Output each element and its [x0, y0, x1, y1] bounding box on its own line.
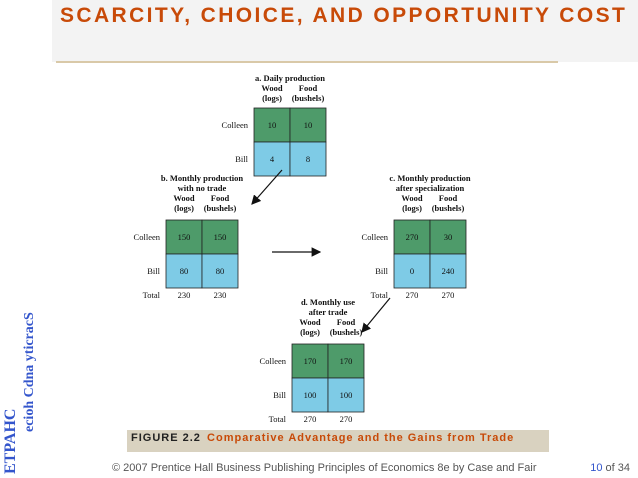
panel-c-total-wood: 270: [406, 290, 419, 300]
chapter-label: ETPAHC ecioh Cdna yticracS: [2, 254, 46, 474]
slide-title: SCARCITY, CHOICE, AND OPPORTUNITY COST: [60, 4, 628, 27]
panel-b-food-value: 150: [214, 232, 227, 242]
panel-a-col-wood: (logs): [262, 93, 282, 103]
page-total: 34: [617, 462, 630, 474]
panel-d-wood-value: 170: [304, 356, 317, 366]
page-separator: of: [602, 462, 618, 474]
panel-b-total-food: 230: [214, 290, 227, 300]
panel-b-wood-value: 150: [178, 232, 191, 242]
panel-d-wood-value: 100: [304, 390, 317, 400]
panel-c-total-food: 270: [442, 290, 455, 300]
panel-a-col-wood: Wood: [261, 83, 283, 93]
panel-c-row-label: Bill: [375, 266, 388, 276]
panel-d-col-wood: Wood: [299, 317, 321, 327]
panel-b-row-label: Colleen: [134, 232, 161, 242]
panel-a-cell-wood: [253, 107, 291, 143]
panel-d-total-wood: 270: [304, 414, 317, 424]
panel-a-food-value: 10: [304, 120, 313, 130]
panel-c-food-value: 240: [442, 266, 455, 276]
panel-d-col-food: (bushels): [330, 327, 363, 337]
panel-c-col-wood: Wood: [401, 193, 423, 203]
page-number: 10 of 34: [590, 462, 630, 474]
panel-c-food-value: 30: [444, 232, 453, 242]
panel-d-total-food: 270: [340, 414, 353, 424]
panel-d-cell-wood: [291, 343, 329, 379]
panel-a-cell-food: [289, 141, 327, 177]
panel-b-cell-wood: [165, 253, 203, 289]
panel-c-wood-value: 270: [406, 232, 419, 242]
panel-c-heading: after specialization: [396, 183, 465, 193]
panel-d-heading: after trade: [309, 307, 348, 317]
panel-b-food-value: 80: [216, 266, 225, 276]
panel-c-col-food: (bushels): [432, 203, 465, 213]
panel-a-wood-value: 10: [268, 120, 277, 130]
title-rule: [56, 61, 558, 63]
panel-a-col-food: (bushels): [292, 93, 325, 103]
chapter-code: ETPAHC: [2, 408, 19, 474]
page-current: 10: [590, 462, 603, 474]
panel-c-col-food: Food: [439, 193, 458, 203]
panel-a-wood-value: 4: [270, 154, 275, 164]
panel-c-cell-food: [429, 253, 467, 289]
panel-d-cell-food: [327, 377, 365, 413]
panel-b-total-wood: 230: [178, 290, 191, 300]
panel-d-total-label: Total: [269, 414, 287, 424]
panel-a-col-food: Food: [299, 83, 318, 93]
side-band: ETPAHC ecioh Cdna yticracS: [0, 0, 46, 478]
panel-c-row-label: Colleen: [362, 232, 389, 242]
trade-diagram: a. Daily productionWood(logs)Food(bushel…: [134, 73, 471, 424]
panel-a-heading: a. Daily production: [255, 73, 325, 83]
panel-b-col-food: (bushels): [204, 203, 237, 213]
panel-a-cell-wood: [253, 141, 291, 177]
chapter-name: ecioh Cdna yticracS: [22, 312, 37, 432]
panel-d-cell-food: [327, 343, 365, 379]
panel-d-row-label: Colleen: [260, 356, 287, 366]
panel-c-cell-wood: [393, 253, 431, 289]
panel-c-cell-food: [429, 219, 467, 255]
arrow-c-to-d: [361, 297, 391, 333]
footer-credit: © 2007 Prentice Hall Business Publishing…: [112, 462, 537, 474]
panel-b-heading: with no trade: [178, 183, 227, 193]
panel-c-col-wood: (logs): [402, 203, 422, 213]
panel-c-cell-wood: [393, 219, 431, 255]
panel-a-row-label: Colleen: [222, 120, 249, 130]
panel-a-row-label: Bill: [235, 154, 248, 164]
panel-b-row-label: Bill: [147, 266, 160, 276]
panel-c-wood-value: 0: [410, 266, 414, 276]
panel-c-heading: c. Monthly production: [389, 173, 471, 183]
panel-b-cell-food: [201, 219, 239, 255]
panel-b-col-food: Food: [211, 193, 230, 203]
panel-d-col-food: Food: [337, 317, 356, 327]
panel-d-heading: d. Monthly use: [301, 297, 355, 307]
panel-a-food-value: 8: [306, 154, 310, 164]
figure-caption: FIGURE 2.2 Comparative Advantage and the…: [131, 431, 541, 446]
panel-b-col-wood: (logs): [174, 203, 194, 213]
figure-label: FIGURE 2.2: [131, 432, 201, 444]
panel-d-cell-wood: [291, 377, 329, 413]
caption-bar: [127, 430, 549, 452]
panel-a-cell-food: [289, 107, 327, 143]
panel-c-total-label: Total: [371, 290, 389, 300]
figure-title: Comparative Advantage and the Gains from…: [207, 432, 515, 444]
panel-d-row-label: Bill: [273, 390, 286, 400]
title-bar: [52, 0, 638, 62]
panel-b-cell-food: [201, 253, 239, 289]
panel-d-food-value: 170: [340, 356, 353, 366]
panel-d-col-wood: (logs): [300, 327, 320, 337]
panel-b-total-label: Total: [143, 290, 161, 300]
arrow-a-to-b: [251, 169, 283, 205]
panel-b-col-wood: Wood: [173, 193, 195, 203]
panel-d-food-value: 100: [340, 390, 353, 400]
panel-b-wood-value: 80: [180, 266, 189, 276]
panel-b-heading: b. Monthly production: [161, 173, 244, 183]
